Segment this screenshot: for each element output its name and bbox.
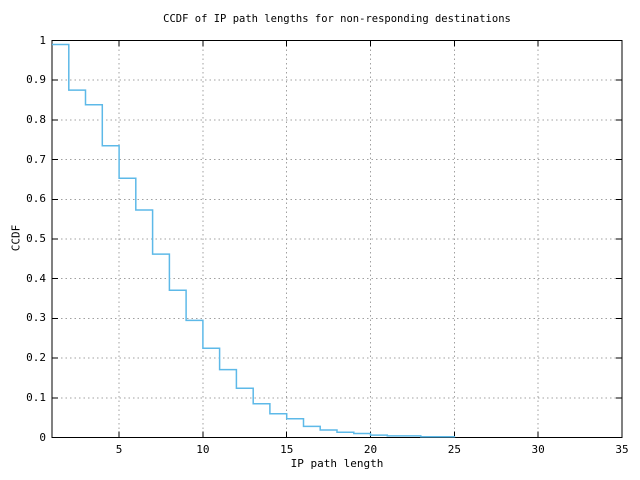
y-tick-label: 0.3	[26, 311, 46, 325]
y-tick-label: 0.9	[26, 73, 46, 87]
y-tick-label: 0.5	[26, 232, 46, 245]
x-tick-label: 10	[196, 443, 210, 456]
y-tick-label: 0.7	[26, 152, 46, 166]
y-tick-label: 0.8	[26, 112, 46, 126]
y-tick-label: 0.1	[26, 390, 46, 404]
y-tick-label: 0.6	[26, 192, 46, 206]
y-tick-label: 1	[39, 33, 46, 47]
x-tick-label: 35	[615, 443, 629, 456]
x-tick-label: 15	[280, 443, 294, 456]
y-tick-label: 0.2	[26, 351, 46, 365]
x-tick-label: 25	[447, 443, 461, 456]
x-tick-label: 30	[531, 443, 545, 456]
plot-border	[51, 40, 623, 438]
chart-title: CCDF of IP path lengths for non-respondi…	[163, 13, 511, 25]
x-axis-label: IP path length	[290, 457, 384, 470]
ccdf-step-line	[52, 43, 456, 438]
x-tick-label: 20	[363, 443, 378, 456]
y-tick-label: 0	[39, 430, 46, 444]
x-tick-label: 5	[115, 443, 123, 456]
y-tick-label: 0.4	[26, 271, 46, 285]
